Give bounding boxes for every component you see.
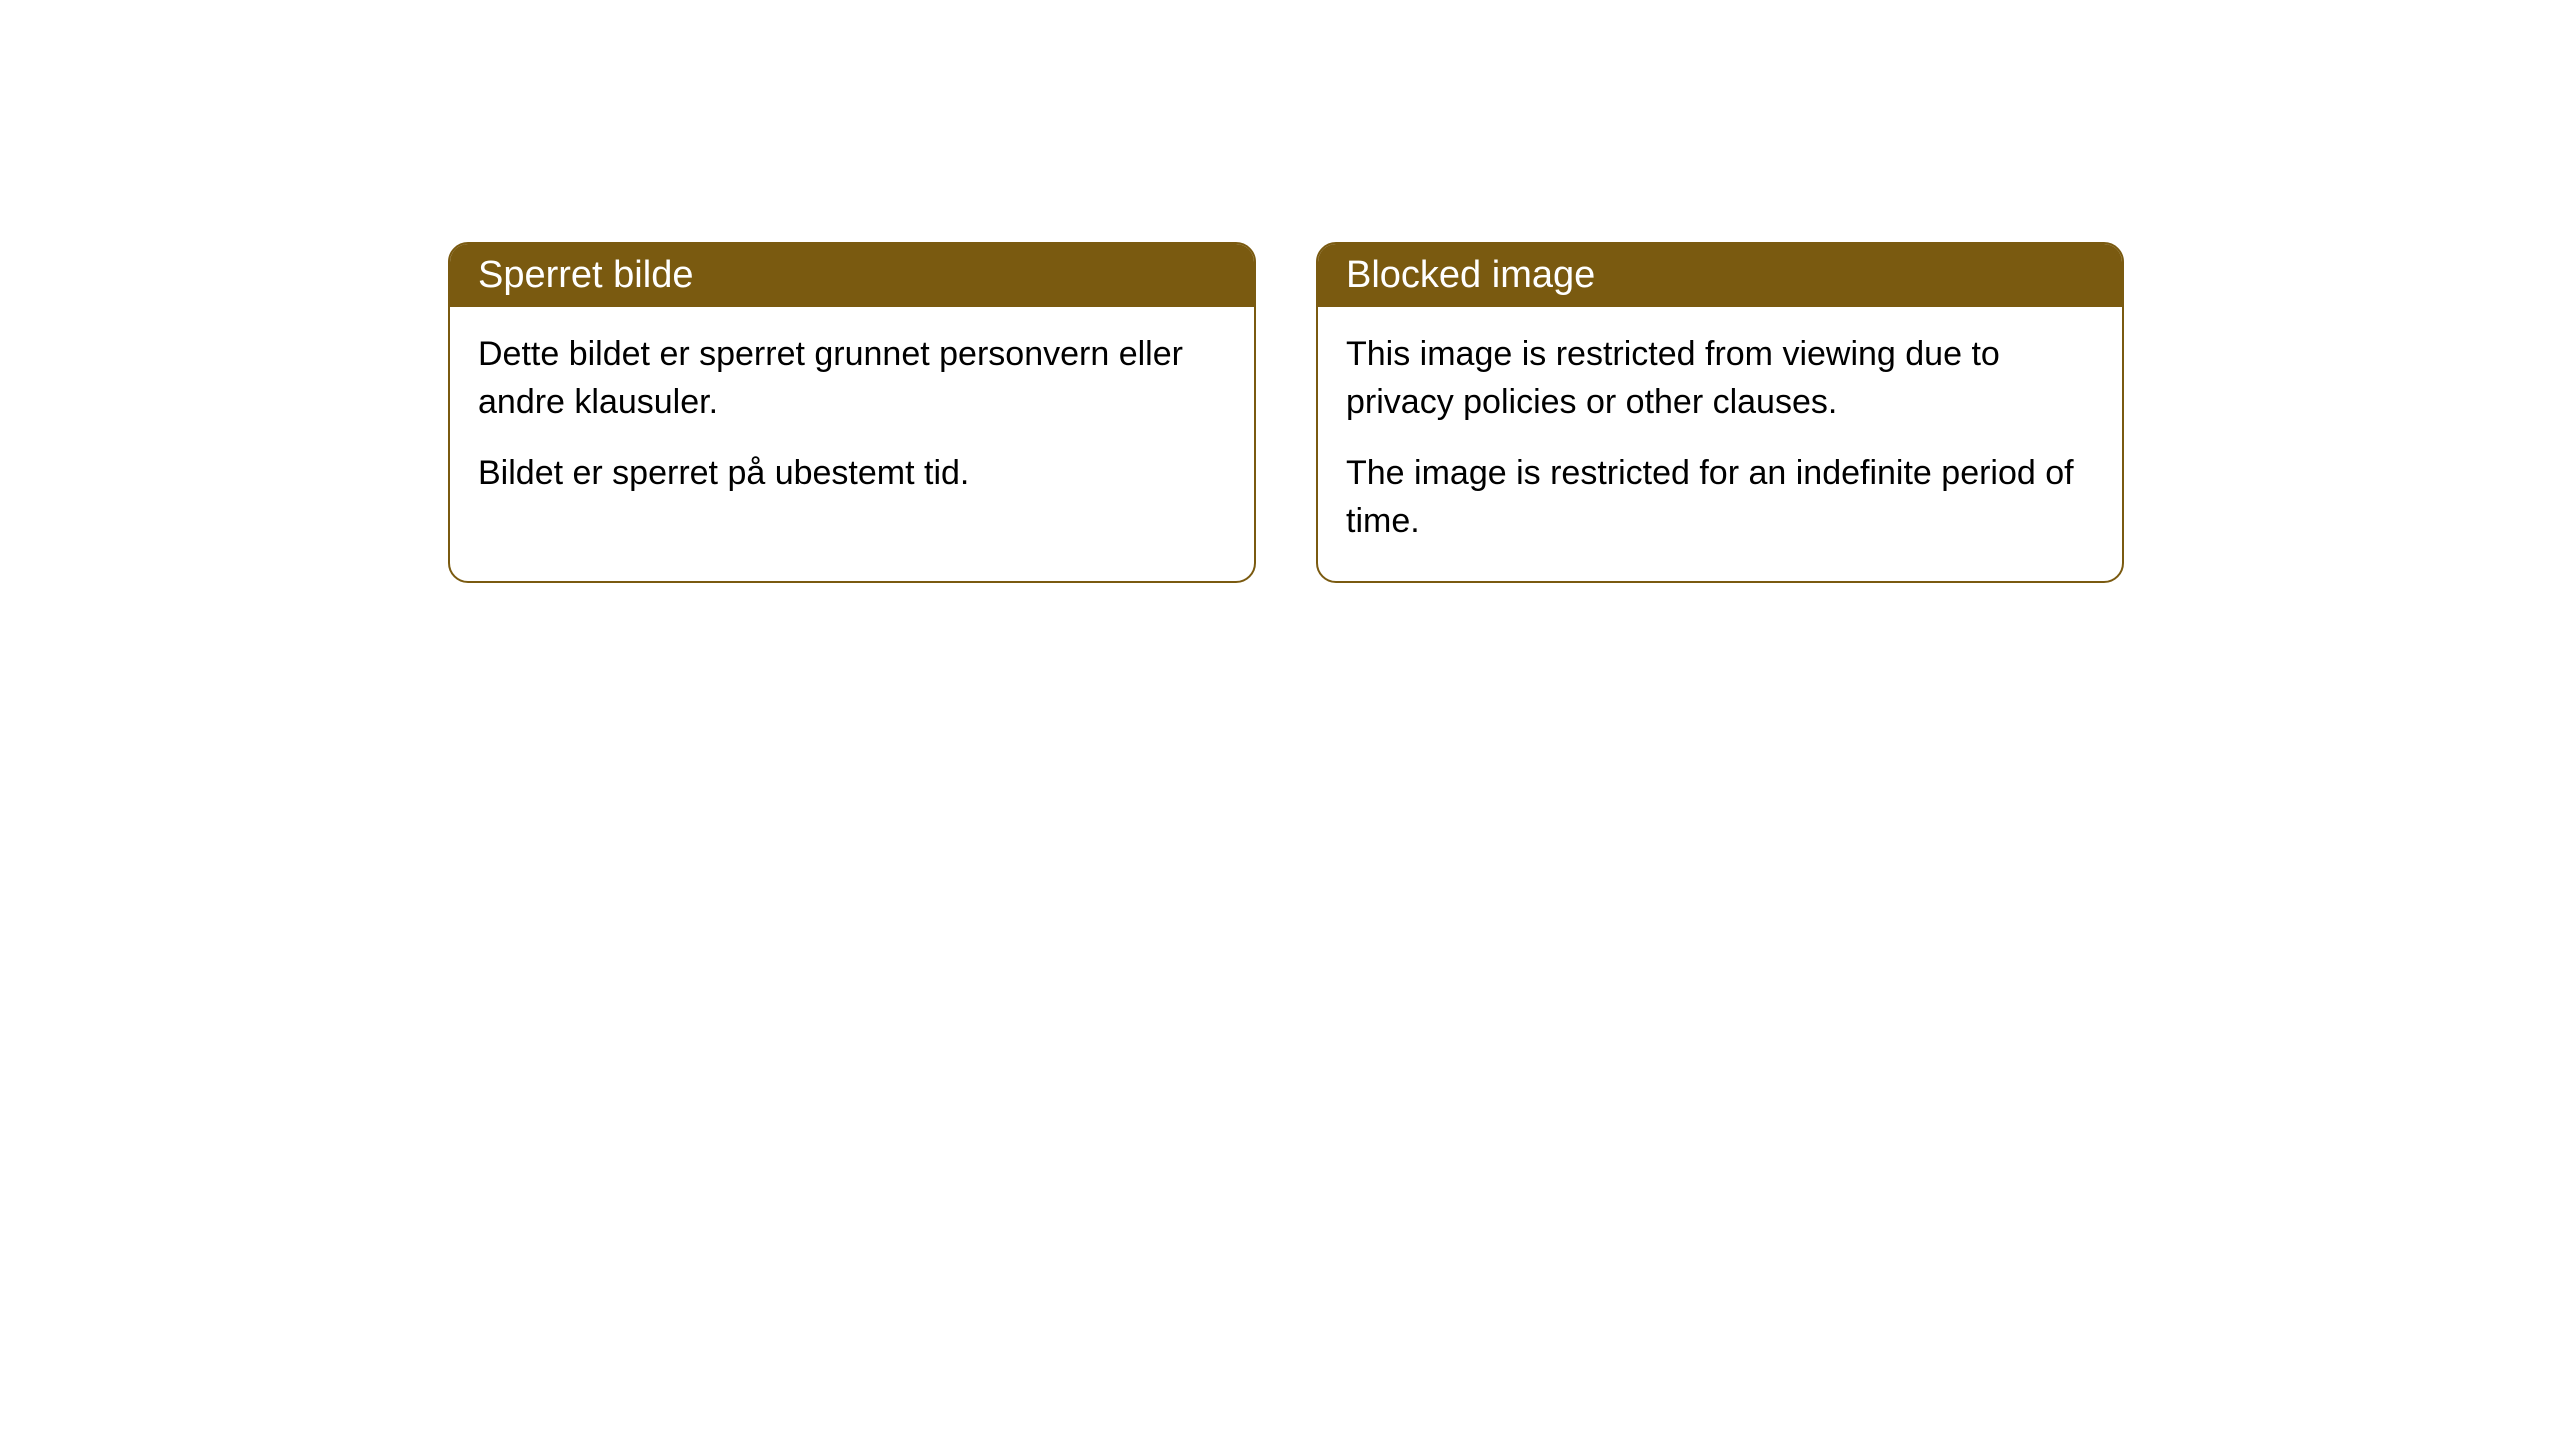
card-paragraph-2-en: The image is restricted for an indefinit… [1346,450,2094,545]
blocked-image-card-no: Sperret bilde Dette bildet er sperret gr… [448,242,1256,583]
blocked-image-card-en: Blocked image This image is restricted f… [1316,242,2124,583]
card-paragraph-1-no: Dette bildet er sperret grunnet personve… [478,331,1226,426]
card-title-en: Blocked image [1318,244,2122,307]
notice-cards-container: Sperret bilde Dette bildet er sperret gr… [448,242,2124,583]
card-body-en: This image is restricted from viewing du… [1318,307,2122,581]
card-body-no: Dette bildet er sperret grunnet personve… [450,307,1254,534]
card-paragraph-2-no: Bildet er sperret på ubestemt tid. [478,450,1226,498]
card-title-no: Sperret bilde [450,244,1254,307]
card-paragraph-1-en: This image is restricted from viewing du… [1346,331,2094,426]
